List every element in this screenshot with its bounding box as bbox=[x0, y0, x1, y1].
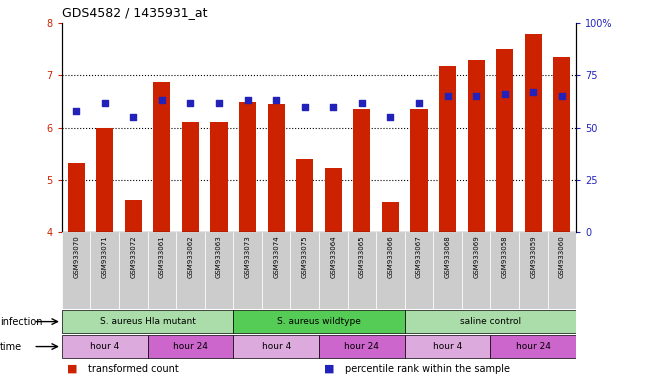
Bar bbox=[434, 232, 462, 309]
Text: GSM933062: GSM933062 bbox=[187, 235, 193, 278]
Text: GSM933066: GSM933066 bbox=[387, 235, 393, 278]
Text: infection: infection bbox=[0, 316, 42, 327]
Bar bbox=[233, 310, 405, 333]
Bar bbox=[262, 232, 290, 309]
Bar bbox=[525, 33, 542, 232]
Point bbox=[71, 108, 81, 114]
Bar bbox=[376, 232, 405, 309]
Text: ■: ■ bbox=[324, 364, 335, 374]
Text: GSM933063: GSM933063 bbox=[216, 235, 222, 278]
Bar bbox=[153, 82, 171, 232]
Point bbox=[185, 99, 195, 106]
Bar bbox=[467, 60, 485, 232]
Text: hour 4: hour 4 bbox=[262, 342, 291, 351]
Bar bbox=[519, 232, 547, 309]
Bar bbox=[210, 122, 228, 232]
Point bbox=[242, 98, 253, 104]
Bar bbox=[439, 66, 456, 232]
Bar bbox=[547, 232, 576, 309]
Point bbox=[271, 98, 281, 104]
Bar bbox=[233, 232, 262, 309]
Point bbox=[157, 98, 167, 104]
Bar bbox=[119, 232, 148, 309]
Point bbox=[442, 93, 452, 99]
Bar bbox=[319, 232, 348, 309]
Bar bbox=[490, 335, 576, 358]
Bar bbox=[176, 232, 204, 309]
Point bbox=[414, 99, 424, 106]
Bar bbox=[233, 335, 319, 358]
Bar bbox=[496, 49, 513, 232]
Bar bbox=[296, 159, 313, 232]
Text: GSM933060: GSM933060 bbox=[559, 235, 565, 278]
Text: hour 4: hour 4 bbox=[90, 342, 119, 351]
Bar bbox=[125, 200, 142, 232]
Text: GSM933075: GSM933075 bbox=[301, 235, 308, 278]
Point bbox=[100, 99, 110, 106]
Bar bbox=[148, 335, 233, 358]
Bar bbox=[290, 232, 319, 309]
Bar bbox=[182, 122, 199, 232]
Point bbox=[299, 104, 310, 110]
Bar bbox=[90, 232, 119, 309]
Bar bbox=[382, 202, 399, 232]
Bar bbox=[405, 232, 434, 309]
Text: GSM933071: GSM933071 bbox=[102, 235, 107, 278]
Bar bbox=[62, 335, 148, 358]
Bar bbox=[405, 310, 576, 333]
Bar bbox=[62, 232, 90, 309]
Bar bbox=[148, 232, 176, 309]
Text: hour 24: hour 24 bbox=[173, 342, 208, 351]
Text: GDS4582 / 1435931_at: GDS4582 / 1435931_at bbox=[62, 6, 208, 19]
Text: GSM933065: GSM933065 bbox=[359, 235, 365, 278]
Text: GSM933061: GSM933061 bbox=[159, 235, 165, 278]
Text: hour 24: hour 24 bbox=[344, 342, 380, 351]
Point bbox=[328, 104, 339, 110]
Point bbox=[357, 99, 367, 106]
Text: S. aureus wildtype: S. aureus wildtype bbox=[277, 317, 361, 326]
Bar bbox=[68, 163, 85, 232]
Point bbox=[499, 91, 510, 97]
Text: saline control: saline control bbox=[460, 317, 521, 326]
Bar bbox=[96, 127, 113, 232]
Text: GSM933070: GSM933070 bbox=[73, 235, 79, 278]
Bar bbox=[268, 104, 284, 232]
Bar bbox=[353, 109, 370, 232]
Bar bbox=[204, 232, 233, 309]
Text: percentile rank within the sample: percentile rank within the sample bbox=[345, 364, 510, 374]
Text: time: time bbox=[0, 341, 22, 352]
Text: GSM933074: GSM933074 bbox=[273, 235, 279, 278]
Text: hour 4: hour 4 bbox=[433, 342, 462, 351]
Bar bbox=[319, 335, 405, 358]
Point bbox=[471, 93, 481, 99]
Bar bbox=[462, 232, 490, 309]
Text: hour 24: hour 24 bbox=[516, 342, 551, 351]
Bar bbox=[405, 335, 490, 358]
Text: GSM933058: GSM933058 bbox=[502, 235, 508, 278]
Text: GSM933067: GSM933067 bbox=[416, 235, 422, 278]
Text: S. aureus Hla mutant: S. aureus Hla mutant bbox=[100, 317, 195, 326]
Bar bbox=[325, 169, 342, 232]
Point bbox=[528, 89, 538, 95]
Point bbox=[214, 99, 224, 106]
Text: GSM933068: GSM933068 bbox=[445, 235, 450, 278]
Bar bbox=[490, 232, 519, 309]
Point bbox=[128, 114, 139, 120]
Bar bbox=[239, 101, 256, 232]
Text: GSM933073: GSM933073 bbox=[245, 235, 251, 278]
Text: GSM933069: GSM933069 bbox=[473, 235, 479, 278]
Text: transformed count: transformed count bbox=[87, 364, 178, 374]
Bar bbox=[553, 57, 570, 232]
Bar bbox=[348, 232, 376, 309]
Bar bbox=[410, 109, 428, 232]
Point bbox=[385, 114, 396, 120]
Point bbox=[557, 93, 567, 99]
Text: GSM933059: GSM933059 bbox=[531, 235, 536, 278]
Text: ■: ■ bbox=[67, 364, 77, 374]
Text: GSM933064: GSM933064 bbox=[330, 235, 337, 278]
Bar bbox=[62, 310, 233, 333]
Text: GSM933072: GSM933072 bbox=[130, 235, 136, 278]
